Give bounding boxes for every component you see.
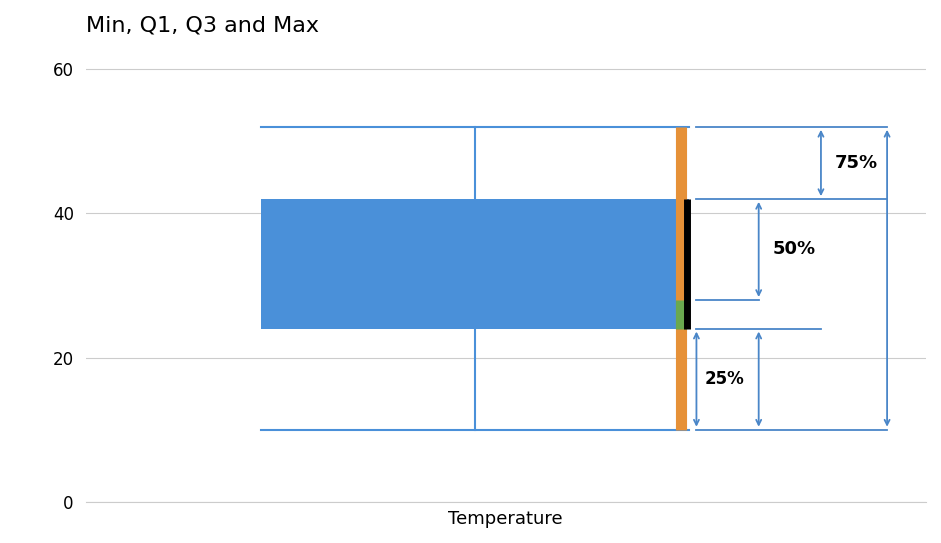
Text: Min, Q1, Q3 and Max: Min, Q1, Q3 and Max (86, 15, 319, 35)
Text: 50%: 50% (773, 241, 816, 258)
Text: 25%: 25% (704, 370, 744, 388)
Text: 75%: 75% (835, 154, 878, 172)
X-axis label: Temperature: Temperature (449, 510, 563, 528)
Bar (261, 199, 689, 329)
